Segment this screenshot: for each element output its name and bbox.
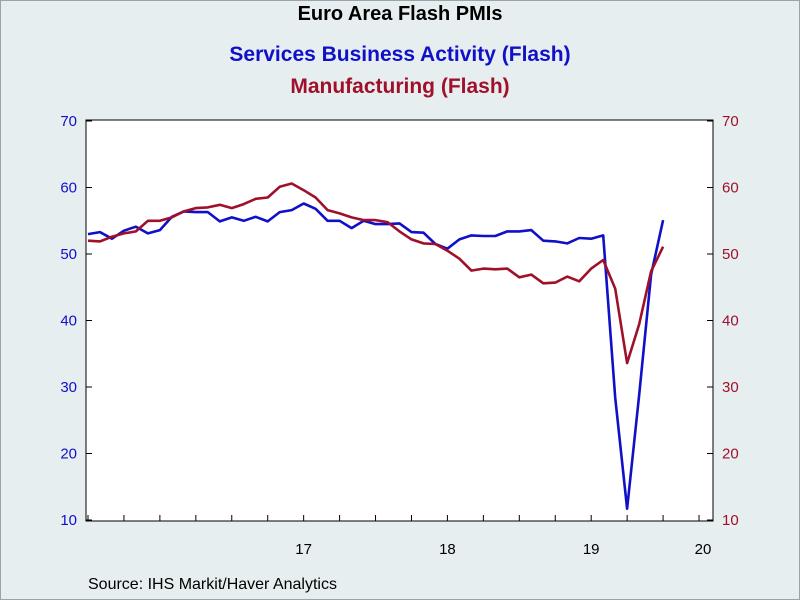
left-y-tick-label: 40 [60, 313, 77, 330]
left-y-axis: 10 20 30 40 50 60 70 [60, 113, 92, 529]
left-y-tick-label: 60 [60, 180, 77, 197]
left-y-tick-label: 20 [60, 446, 77, 463]
right-y-tick-label: 50 [722, 246, 739, 263]
x-tick-label: 18 [439, 541, 456, 558]
right-y-tick-label: 20 [722, 446, 739, 463]
right-y-tick-label: 30 [722, 379, 739, 396]
x-tick-label: 17 [295, 541, 312, 558]
right-y-tick-label: 70 [722, 113, 739, 130]
source-note: Source: IHS Markit/Haver Analytics [88, 576, 337, 593]
chart-title: Euro Area Flash PMIs [297, 3, 503, 25]
series-label-manufacturing: Manufacturing (Flash) [290, 75, 510, 98]
right-y-tick-label: 10 [722, 512, 739, 529]
left-y-tick-label: 70 [60, 113, 77, 130]
right-y-tick-label: 60 [722, 180, 739, 197]
left-y-tick-label: 10 [60, 512, 77, 529]
right-y-tick-label: 40 [722, 313, 739, 330]
right-y-axis: 10 20 30 40 50 60 70 [707, 113, 739, 529]
plot-area [85, 119, 714, 522]
series-layer [87, 182, 665, 511]
series-label-services: Services Business Activity (Flash) [229, 43, 571, 66]
x-tick-label: 20 [695, 541, 712, 558]
left-y-tick-label: 50 [60, 246, 77, 263]
series-line-manufacturing [87, 182, 665, 365]
x-axis: 17 18 19 20 [87, 515, 712, 558]
left-y-tick-label: 30 [60, 379, 77, 396]
x-tick-label: 19 [583, 541, 600, 558]
